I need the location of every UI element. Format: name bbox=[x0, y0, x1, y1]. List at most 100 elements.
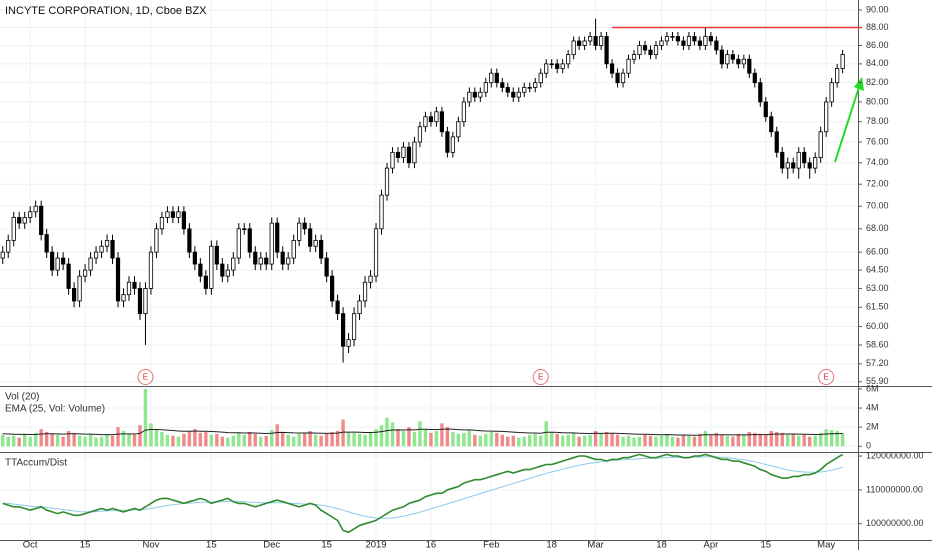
candle-body bbox=[324, 257, 329, 277]
volume-bar bbox=[44, 431, 49, 447]
candle-body bbox=[500, 82, 505, 88]
candle-body bbox=[269, 222, 274, 265]
candle-body bbox=[631, 54, 637, 60]
candle-body bbox=[423, 116, 428, 128]
volume-bar bbox=[423, 429, 428, 447]
candle-body bbox=[566, 54, 571, 65]
candle-body bbox=[692, 36, 697, 42]
candle-body bbox=[758, 82, 763, 103]
candle-body bbox=[390, 151, 395, 169]
candle-body bbox=[340, 313, 346, 347]
earnings-marker bbox=[532, 369, 549, 385]
volume-bar bbox=[248, 431, 252, 447]
volume-bar bbox=[77, 435, 82, 447]
candle-body bbox=[703, 36, 708, 46]
candle-body bbox=[297, 222, 302, 241]
earnings-marker bbox=[137, 369, 154, 385]
x-tick-label: Nov bbox=[143, 540, 160, 550]
ema-line bbox=[2, 428, 843, 436]
candle-body bbox=[313, 239, 318, 247]
volume-bar bbox=[55, 434, 60, 447]
y-tick-label: 4M bbox=[866, 402, 879, 412]
candle-body bbox=[412, 141, 417, 164]
volume-bar bbox=[566, 434, 570, 447]
volume-bar bbox=[237, 432, 241, 447]
volume-bar bbox=[544, 421, 548, 447]
candle-body bbox=[439, 111, 445, 133]
y-tick-label: 60.00 bbox=[866, 321, 889, 331]
volume-bar bbox=[160, 431, 164, 447]
volume-bar bbox=[687, 435, 691, 447]
volume-bar bbox=[198, 432, 203, 447]
volume-bar bbox=[797, 435, 801, 447]
grid bbox=[0, 0, 858, 540]
volume-bar bbox=[599, 433, 603, 447]
candle-body bbox=[231, 257, 236, 271]
volume-bar bbox=[769, 430, 773, 447]
candle-body bbox=[824, 101, 829, 133]
volume-bar bbox=[440, 423, 444, 447]
y-tick-label: 88.00 bbox=[866, 22, 889, 32]
candle-body bbox=[406, 146, 412, 164]
candle-body bbox=[253, 251, 258, 265]
candle-body bbox=[736, 58, 741, 65]
candle-body bbox=[121, 294, 126, 302]
volume-bar bbox=[99, 436, 104, 447]
y-tick-label: 74.00 bbox=[866, 157, 889, 167]
candle-body bbox=[549, 63, 554, 66]
candle-body bbox=[280, 251, 285, 265]
accum-title: TTAccum/Dist bbox=[5, 458, 67, 469]
y-tick-label: 100000000.00 bbox=[866, 518, 924, 528]
candle-body bbox=[829, 82, 834, 103]
candle-body bbox=[664, 36, 670, 42]
volume-bar bbox=[253, 433, 257, 447]
volume-bar bbox=[588, 434, 592, 447]
volume-bar bbox=[341, 419, 345, 447]
candle-body bbox=[483, 82, 488, 93]
x-tick-label: Apr bbox=[703, 540, 718, 550]
candle-body bbox=[17, 217, 22, 224]
volume-bar bbox=[88, 433, 93, 447]
volume-bar bbox=[28, 436, 32, 447]
candle-body bbox=[115, 257, 121, 302]
volume-bar bbox=[824, 429, 828, 447]
volume-bar bbox=[703, 430, 708, 447]
candle-body bbox=[670, 36, 675, 38]
x-tick-label: 15 bbox=[321, 540, 332, 550]
volume-bar bbox=[1, 434, 5, 447]
volume-bar bbox=[434, 430, 439, 447]
candle-body bbox=[99, 245, 104, 253]
volume-title: Vol (20) bbox=[5, 392, 39, 403]
candle-body bbox=[681, 40, 686, 46]
candle-body bbox=[604, 36, 609, 65]
candle-body bbox=[247, 228, 252, 253]
earnings-label: E bbox=[538, 373, 543, 382]
volume-bar bbox=[517, 437, 521, 447]
volume-bar bbox=[807, 436, 812, 447]
candle-body bbox=[302, 222, 307, 230]
volume-bar bbox=[193, 429, 197, 447]
candle-body bbox=[225, 269, 230, 277]
volume-bar bbox=[72, 432, 76, 447]
volume-bar bbox=[742, 434, 746, 447]
volume-bar bbox=[560, 435, 565, 447]
volume-bar bbox=[165, 434, 170, 447]
volume-bar bbox=[676, 437, 680, 447]
y-tick-label: 64.50 bbox=[866, 264, 889, 274]
candle-body bbox=[505, 87, 510, 93]
candle-body bbox=[741, 58, 746, 65]
candle-body bbox=[82, 269, 88, 277]
volume-bar bbox=[407, 427, 411, 447]
candle-body bbox=[802, 151, 807, 164]
x-tick-label: 15 bbox=[80, 540, 91, 550]
x-tick-label: 2019 bbox=[365, 540, 386, 550]
volume-bar bbox=[835, 430, 839, 447]
candle-body bbox=[61, 257, 66, 265]
candle-body bbox=[472, 91, 477, 98]
candle-body bbox=[527, 87, 532, 89]
volume-bar bbox=[577, 436, 581, 447]
volume-bar bbox=[291, 436, 296, 447]
volume-bar bbox=[709, 434, 713, 447]
candle-body bbox=[346, 339, 351, 347]
candle-body bbox=[203, 275, 208, 289]
